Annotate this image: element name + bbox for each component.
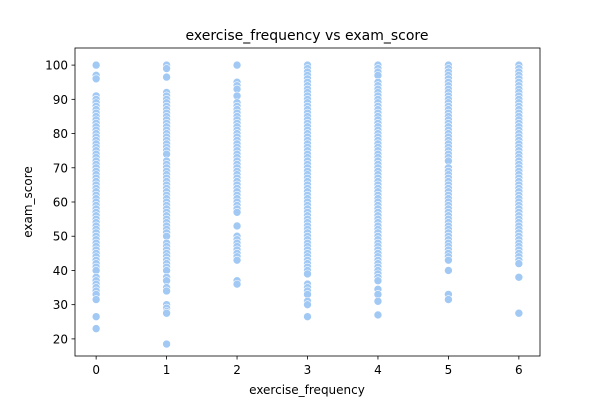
data-point [162,64,171,73]
data-point [303,312,312,321]
chart-title: exercise_frequency vs exam_score [186,28,429,44]
y-tick-label: 80 [53,127,68,141]
data-point [514,308,524,318]
data-point [232,60,242,70]
data-point [91,74,101,84]
y-tick-label: 70 [53,161,68,175]
y-tick-label: 40 [53,264,68,278]
x-tick-label: 1 [163,363,171,377]
x-axis-label: exercise_frequency [249,383,365,397]
data-point [373,296,383,306]
data-point [162,72,171,82]
data-point [232,255,242,265]
data-point [444,255,453,265]
data-point [91,295,101,304]
y-tick-label: 90 [53,93,68,107]
data-point [232,279,242,289]
data-point [91,324,101,333]
y-axis: 20 30 40 50 60 70 80 90 100 [45,59,75,346]
data-point [444,266,453,275]
y-axis-label: exam_score [21,166,35,238]
y-tick-label: 30 [53,298,68,312]
y-tick-label: 50 [53,230,68,244]
x-axis: 0 1 2 3 4 5 6 [92,356,523,377]
data-point [91,60,101,70]
data-point [91,312,101,321]
y-tick-label: 100 [45,59,68,73]
data-point [303,269,312,279]
x-tick-label: 3 [304,363,312,377]
data-point [162,286,171,296]
x-tick-label: 6 [515,363,523,377]
data-point [303,300,312,309]
data-point [162,339,171,349]
data-point [162,308,171,318]
data-point [373,310,383,320]
x-tick-label: 0 [92,363,100,377]
data-point [232,221,242,231]
x-tick-label: 4 [374,363,382,377]
data-point [514,259,524,268]
data-point [232,207,242,217]
data-point [444,295,453,304]
data-points [91,60,524,349]
x-tick-label: 2 [233,363,241,377]
plot-frame [74,47,541,357]
y-tick-label: 60 [53,196,68,210]
x-tick-label: 5 [445,363,453,377]
data-point [373,276,383,286]
data-point [514,272,524,282]
y-tick-label: 20 [53,332,68,346]
